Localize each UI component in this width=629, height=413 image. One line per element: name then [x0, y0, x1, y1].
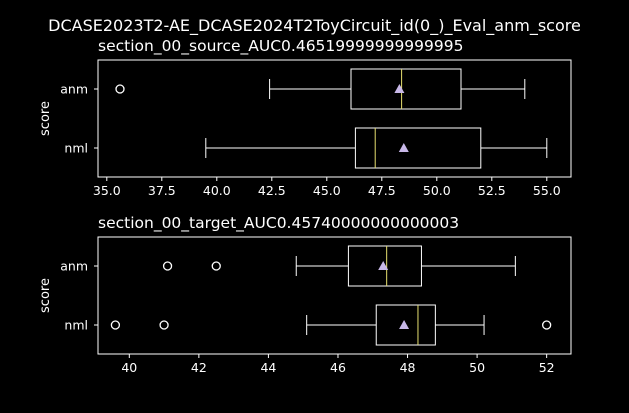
- box-iqr: [347, 245, 422, 287]
- x-tick-label: 35.0: [93, 183, 121, 198]
- outlier-point: [159, 320, 169, 330]
- subplot-title: section_00_target_AUC0.45740000000000003: [98, 214, 459, 233]
- y-tick-label: nml: [64, 318, 88, 333]
- mean-marker: [398, 143, 409, 152]
- mean-marker: [378, 261, 389, 270]
- x-tick-label: 50.0: [423, 183, 451, 198]
- x-tick-label: 45.0: [313, 183, 341, 198]
- outlier-point: [542, 320, 552, 330]
- subplot-target: section_00_target_AUC0.45740000000000003…: [38, 214, 572, 375]
- subplot-title: section_00_source_AUC0.46519999999999995: [98, 37, 463, 56]
- mean-marker: [399, 320, 410, 329]
- x-tick-label: 52.5: [478, 183, 506, 198]
- x-tick-label: 42.5: [258, 183, 286, 198]
- y-tick-label: anm: [60, 259, 88, 274]
- x-tick-label: 42: [191, 360, 207, 375]
- x-tick-label: 55.0: [533, 183, 561, 198]
- x-tick-label: 52: [539, 360, 555, 375]
- y-tick-label: nml: [64, 141, 88, 156]
- x-tick-label: 46: [330, 360, 346, 375]
- axes-frame: [97, 59, 572, 178]
- box-iqr: [375, 304, 436, 346]
- y-tick-label: anm: [60, 82, 88, 97]
- box-anm: [115, 68, 526, 110]
- outlier-point: [162, 261, 173, 271]
- figure-title: DCASE2023T2-AE_DCASE2024T2ToyCircuit_id(…: [48, 16, 581, 35]
- y-axis-label: score: [38, 101, 53, 136]
- outlier-point: [115, 84, 125, 94]
- mean-marker: [394, 84, 405, 93]
- x-tick-label: 50: [469, 360, 485, 375]
- x-tick-label: 37.5: [148, 183, 176, 198]
- y-axis-label: score: [38, 278, 53, 313]
- box-nml: [205, 127, 548, 169]
- box-anm: [162, 245, 516, 287]
- x-tick-label: 44: [260, 360, 276, 375]
- x-tick-label: 40: [121, 360, 137, 375]
- x-tick-label: 47.5: [368, 183, 396, 198]
- subplot-source: section_00_source_AUC0.46519999999999995…: [38, 37, 572, 198]
- box-iqr: [350, 68, 462, 110]
- axes-frame: [97, 236, 572, 355]
- outlier-point: [110, 320, 121, 330]
- box-nml: [110, 304, 552, 346]
- box-iqr: [354, 127, 482, 169]
- x-tick-label: 40.0: [203, 183, 231, 198]
- x-tick-label: 48: [400, 360, 416, 375]
- outlier-point: [211, 261, 221, 271]
